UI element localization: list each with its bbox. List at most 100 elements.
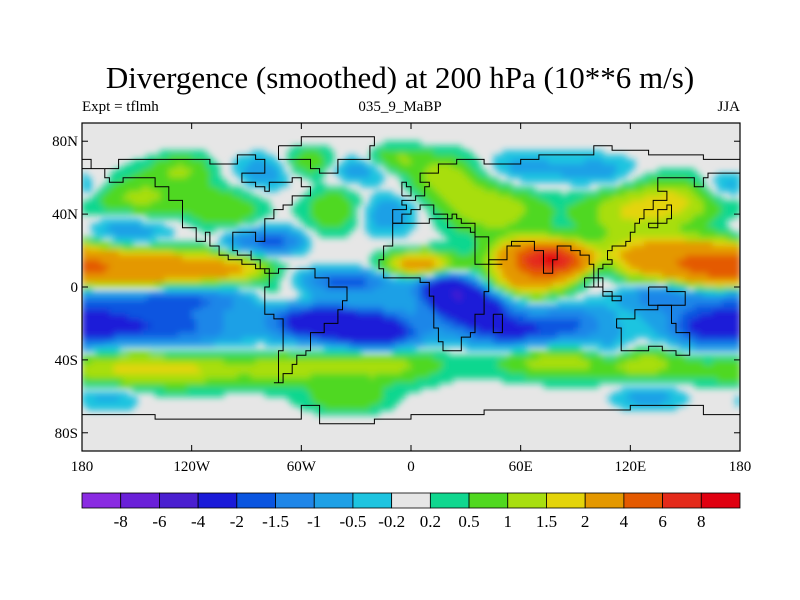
field-cell <box>452 296 458 302</box>
field-cell <box>223 341 229 347</box>
field-cell <box>196 250 202 256</box>
field-cell <box>178 241 184 247</box>
field-cell <box>388 323 394 329</box>
field-cell <box>333 346 339 352</box>
field-cell <box>301 309 307 315</box>
field-cell <box>310 186 316 192</box>
field-cell <box>566 236 572 243</box>
field-cell <box>552 277 558 284</box>
field-cell <box>447 223 453 229</box>
field-cell <box>86 241 92 247</box>
field-cell <box>479 305 485 311</box>
field-cell <box>497 191 503 197</box>
field-cell <box>168 350 174 356</box>
field-cell <box>438 195 444 202</box>
field-cell <box>397 255 403 261</box>
field-cell <box>456 195 462 202</box>
field-cell <box>123 323 129 329</box>
field-cell <box>173 200 179 206</box>
field-cell <box>465 305 471 311</box>
field-cell <box>543 236 549 243</box>
field-cell <box>461 273 467 279</box>
field-cell <box>557 159 563 165</box>
field-cell <box>552 232 558 238</box>
field-cell <box>237 173 243 179</box>
field-cell <box>100 218 106 224</box>
field-cell <box>127 364 133 370</box>
field-cell <box>525 195 531 202</box>
field-cell <box>566 255 572 261</box>
field-cell <box>401 277 408 284</box>
field-cell <box>241 273 248 279</box>
field-cell <box>95 282 101 288</box>
field-cell <box>543 218 549 224</box>
field-cell <box>502 369 508 375</box>
field-cell <box>433 350 439 356</box>
field-cell <box>470 218 476 224</box>
field-cell <box>292 314 298 320</box>
field-cell <box>127 291 133 297</box>
field-cell <box>310 223 316 229</box>
field-cell <box>420 182 426 188</box>
field-cell <box>557 150 563 156</box>
field-cell <box>187 391 193 397</box>
field-cell <box>182 246 188 252</box>
field-cell <box>328 350 334 356</box>
field-cell <box>260 255 266 261</box>
field-cell <box>182 328 188 334</box>
field-cell <box>456 214 462 220</box>
field-cell <box>475 214 481 220</box>
field-cell <box>232 359 238 366</box>
field-cell <box>557 273 563 279</box>
field-cell <box>392 164 398 170</box>
field-cell <box>502 236 508 243</box>
field-cell <box>333 268 339 274</box>
field-cell <box>397 173 403 179</box>
field-cell <box>155 246 161 252</box>
field-cell <box>493 359 499 366</box>
field-cell <box>443 268 449 274</box>
field-cell <box>310 191 316 197</box>
field-cell <box>525 246 531 252</box>
field-cell <box>146 282 152 288</box>
field-cell <box>337 328 344 334</box>
field-cell <box>420 195 426 202</box>
field-cell <box>507 186 513 192</box>
field-cell <box>246 268 252 274</box>
field-cell <box>424 191 430 197</box>
field-cell <box>219 250 225 256</box>
field-cell <box>146 246 152 252</box>
field-cell <box>155 209 161 215</box>
field-cell <box>324 223 330 229</box>
field-cell <box>100 296 106 302</box>
field-cell <box>461 287 467 293</box>
field-cell <box>566 200 572 206</box>
field-cell <box>232 369 238 375</box>
field-cell <box>273 305 280 311</box>
field-cell <box>379 214 385 220</box>
field-cell <box>164 173 170 179</box>
field-cell <box>287 359 293 366</box>
field-cell <box>118 218 124 224</box>
field-cell <box>443 218 449 224</box>
field-cell <box>155 205 161 211</box>
field-cell <box>173 305 179 311</box>
field-cell <box>164 264 170 270</box>
field-cell <box>315 391 321 397</box>
field-cell <box>109 350 115 356</box>
field-cell <box>438 277 444 284</box>
field-cell <box>388 400 394 407</box>
field-cell <box>301 277 307 284</box>
field-cell <box>219 323 225 329</box>
field-cell <box>383 400 389 407</box>
field-cell <box>369 195 376 202</box>
field-cell <box>401 273 408 279</box>
field-cell <box>95 382 101 388</box>
field-cell <box>497 159 503 165</box>
field-cell <box>232 373 238 379</box>
field-cell <box>168 318 174 325</box>
field-cell <box>150 332 156 338</box>
field-cell <box>127 205 133 211</box>
field-cell <box>328 277 334 284</box>
field-cell <box>548 218 554 224</box>
